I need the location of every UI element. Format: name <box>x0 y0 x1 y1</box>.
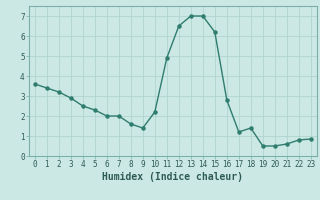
X-axis label: Humidex (Indice chaleur): Humidex (Indice chaleur) <box>102 172 243 182</box>
